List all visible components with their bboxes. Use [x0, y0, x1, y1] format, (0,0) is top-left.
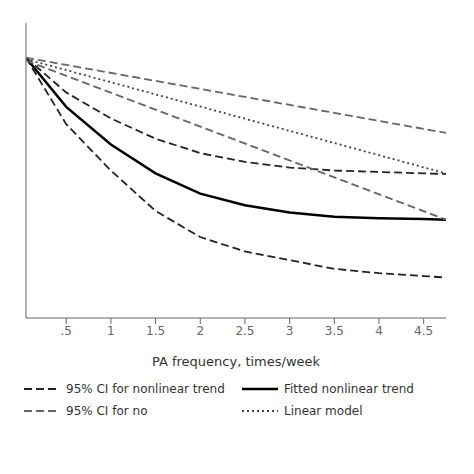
svg-text:.5: .5	[60, 324, 71, 338]
html-text:95% CI for no: 95% CI for no	[66, 404, 148, 418]
html-text:Linear model: Linear model	[284, 404, 363, 418]
svg-text:PA frequency, times/week: PA frequency, times/week	[152, 354, 321, 369]
svg-text:1.5: 1.5	[146, 324, 165, 338]
svg-text:2.5: 2.5	[235, 324, 254, 338]
svg-text:4: 4	[375, 324, 383, 338]
html-text:Fitted nonlinear trend: Fitted nonlinear trend	[284, 382, 414, 396]
html-text:95% CI for nonlinear trend: 95% CI for nonlinear trend	[66, 382, 225, 396]
svg-text:4.5: 4.5	[414, 324, 433, 338]
svg-text:1: 1	[107, 324, 115, 338]
svg-text:2: 2	[196, 324, 204, 338]
svg-text:3.5: 3.5	[325, 324, 344, 338]
svg-text:3: 3	[286, 324, 294, 338]
